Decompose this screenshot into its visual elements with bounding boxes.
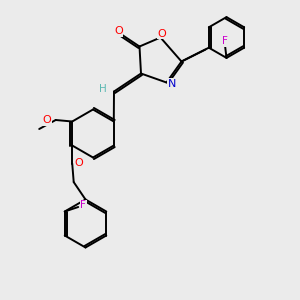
- Text: F: F: [80, 200, 86, 211]
- Text: O: O: [114, 26, 123, 37]
- Text: F: F: [222, 36, 228, 46]
- Text: O: O: [74, 158, 83, 169]
- Text: O: O: [158, 29, 166, 39]
- Text: N: N: [168, 79, 176, 89]
- Text: O: O: [43, 115, 51, 125]
- Text: H: H: [99, 84, 106, 94]
